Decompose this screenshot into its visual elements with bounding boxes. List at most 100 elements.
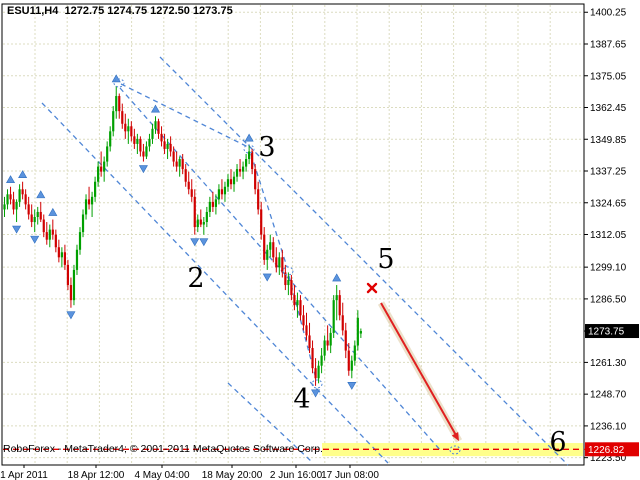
candle-body xyxy=(87,199,91,205)
candle-body xyxy=(248,151,251,160)
candle-body xyxy=(202,222,205,225)
y-tick-label: 1375.05 xyxy=(590,71,627,82)
candle-body xyxy=(84,199,88,215)
candle-body xyxy=(290,279,293,296)
candle-body xyxy=(254,169,257,190)
candle-body xyxy=(112,111,115,132)
y-tick-label: 1312.05 xyxy=(590,230,627,241)
channel-line-upper xyxy=(159,56,569,466)
candle-body xyxy=(142,151,145,157)
candle-body xyxy=(193,196,196,228)
x-tick-label: 18 May 20:00 xyxy=(202,470,263,480)
candle-body xyxy=(287,279,290,286)
candle-body xyxy=(284,272,287,286)
candle-body xyxy=(187,181,190,190)
fractal-up-icon xyxy=(36,190,46,199)
wave-label-2: 2 xyxy=(187,263,204,294)
wave-label-4: 4 xyxy=(293,384,310,415)
fractal-down-icon xyxy=(199,238,209,247)
candle-body xyxy=(151,128,154,139)
candle-body xyxy=(311,348,314,369)
y-tick-label: 1337.25 xyxy=(590,167,627,178)
candle-body xyxy=(172,151,175,162)
fractal-down-icon xyxy=(66,311,76,320)
candle-body xyxy=(359,331,362,334)
candle-body xyxy=(21,189,24,195)
y-tick-label: 1387.65 xyxy=(590,40,627,51)
fractal-up-icon xyxy=(244,133,254,142)
candle-body xyxy=(72,269,76,301)
wave-label-6: 6 xyxy=(549,427,566,458)
candle-body xyxy=(329,332,332,346)
candle-body xyxy=(190,189,193,197)
candle-body xyxy=(184,169,187,182)
candle-body xyxy=(275,257,278,268)
fractal-down-icon xyxy=(262,273,272,282)
candle-body xyxy=(214,199,217,207)
candle-body xyxy=(60,252,63,258)
candle-body xyxy=(251,151,254,170)
y-tick-label: 1400.25 xyxy=(590,8,627,19)
candle-body xyxy=(293,295,296,306)
y-tick-label: 1362.45 xyxy=(590,103,627,114)
forecast-arrow xyxy=(380,302,458,438)
candle-body xyxy=(57,247,60,258)
candle-body xyxy=(33,216,36,223)
candle-body xyxy=(317,365,320,379)
candle-body xyxy=(260,209,263,235)
y-tick-label: 1286.50 xyxy=(590,294,627,305)
candle-body xyxy=(133,136,136,144)
y-tick-label: 1236.10 xyxy=(590,421,627,432)
candle-body xyxy=(257,189,260,210)
fractal-up-icon xyxy=(48,207,58,216)
candle-body xyxy=(314,368,317,379)
candle-body xyxy=(308,335,311,349)
candle-body xyxy=(338,295,341,316)
x-tick-label: 4 May 04:00 xyxy=(134,470,189,480)
candle-body xyxy=(81,214,85,233)
candle-body xyxy=(97,166,100,182)
candle-body xyxy=(341,315,344,331)
candle-body xyxy=(18,189,21,202)
fractal-down-icon xyxy=(347,381,357,390)
candle-body xyxy=(3,204,6,210)
candle-body xyxy=(78,232,82,250)
y-tick-label: 1248.70 xyxy=(590,390,627,401)
fractal-up-icon xyxy=(18,170,28,179)
candle-body xyxy=(266,249,269,260)
candle-body xyxy=(127,126,130,132)
candle-body xyxy=(39,211,42,220)
candle-body xyxy=(90,196,94,205)
x-mark-icon xyxy=(366,282,378,294)
x-tick-label: 2 Jun 16:00 xyxy=(270,470,323,480)
candle-body xyxy=(109,131,112,147)
candle-body xyxy=(305,325,308,336)
wave-point-ellipse xyxy=(243,144,255,154)
fractal-up-icon xyxy=(150,104,161,113)
candle-body xyxy=(347,350,350,371)
candle-body xyxy=(9,194,12,200)
wave-label-3: 3 xyxy=(258,132,275,163)
candle-body xyxy=(220,189,224,195)
candle-body xyxy=(335,295,338,301)
candle-body xyxy=(139,138,142,152)
candle-body xyxy=(12,199,15,210)
fractal-up-icon xyxy=(6,175,16,184)
candle-body xyxy=(211,201,214,207)
x-tick-label: 17 Jun 08:00 xyxy=(321,470,379,480)
x-tick-label: 1 Apr 2011 xyxy=(0,470,48,480)
candle-body xyxy=(350,360,353,371)
candle-body xyxy=(196,219,199,228)
candle-body xyxy=(166,143,169,149)
candle-body xyxy=(69,285,73,301)
candle-body xyxy=(272,242,275,258)
target-price-label: 1226.82 xyxy=(588,445,625,456)
wave-label-5: 5 xyxy=(377,244,394,275)
candle-body xyxy=(332,300,335,333)
wave-point-ellipse xyxy=(449,445,461,455)
target-price-label-box xyxy=(585,442,639,457)
candle-body xyxy=(63,252,66,265)
y-tick-label: 1324.65 xyxy=(590,198,627,209)
